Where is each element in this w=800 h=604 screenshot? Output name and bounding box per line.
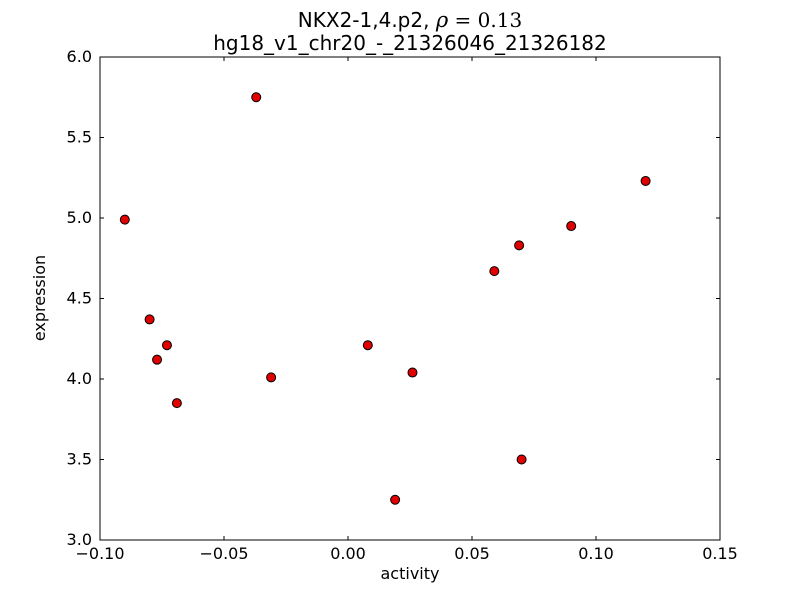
data-point	[566, 221, 577, 232]
x-axis-label: activity	[381, 564, 440, 583]
data-point	[640, 175, 651, 186]
y-tick-label: 4.5	[67, 289, 92, 308]
y-axis-label: expression	[30, 255, 49, 341]
data-point	[119, 214, 130, 225]
y-tick-label: 5.0	[67, 208, 92, 227]
rho-symbol: ρ	[435, 8, 449, 32]
data-point	[516, 454, 527, 465]
data-point	[171, 398, 182, 409]
data-point	[144, 314, 155, 325]
data-point	[390, 494, 401, 505]
plot-subtitle: hg18_v1_chr20_-_21326046_21326182	[213, 31, 607, 55]
x-tick-label: 0.10	[578, 544, 614, 563]
y-tick-label: 5.5	[67, 128, 92, 147]
y-tick-label: 4.0	[67, 369, 92, 388]
plot-area: −0.10 −0.05 0.00 0.05 0.10 0.15 3.0 3.5 4.0 4.5 5.…	[67, 47, 738, 563]
x-tick-label: 0.00	[330, 544, 366, 563]
data-point	[161, 340, 172, 351]
x-tick-label: −0.05	[199, 544, 248, 563]
x-tick-label: 0.15	[702, 544, 738, 563]
x-tick-label: −0.10	[75, 544, 124, 563]
data-point	[407, 367, 418, 378]
plot-frame	[99, 56, 721, 541]
data-point	[266, 372, 277, 383]
data-point	[152, 354, 163, 365]
rho-value: = 0.13	[448, 8, 522, 32]
plot-title-text: NKX2-1,4.p2,	[298, 8, 436, 32]
data-point	[489, 266, 500, 277]
y-tick-label: 3.5	[67, 450, 92, 469]
y-tick-label: 3.0	[67, 530, 92, 549]
data-point	[362, 340, 373, 351]
data-point	[514, 240, 525, 251]
plot-title: NKX2-1,4.p2, ρ = 0.13	[298, 8, 522, 32]
data-point	[251, 92, 262, 103]
x-tick-label: 0.05	[454, 544, 490, 563]
y-tick-label: 6.0	[67, 47, 92, 66]
